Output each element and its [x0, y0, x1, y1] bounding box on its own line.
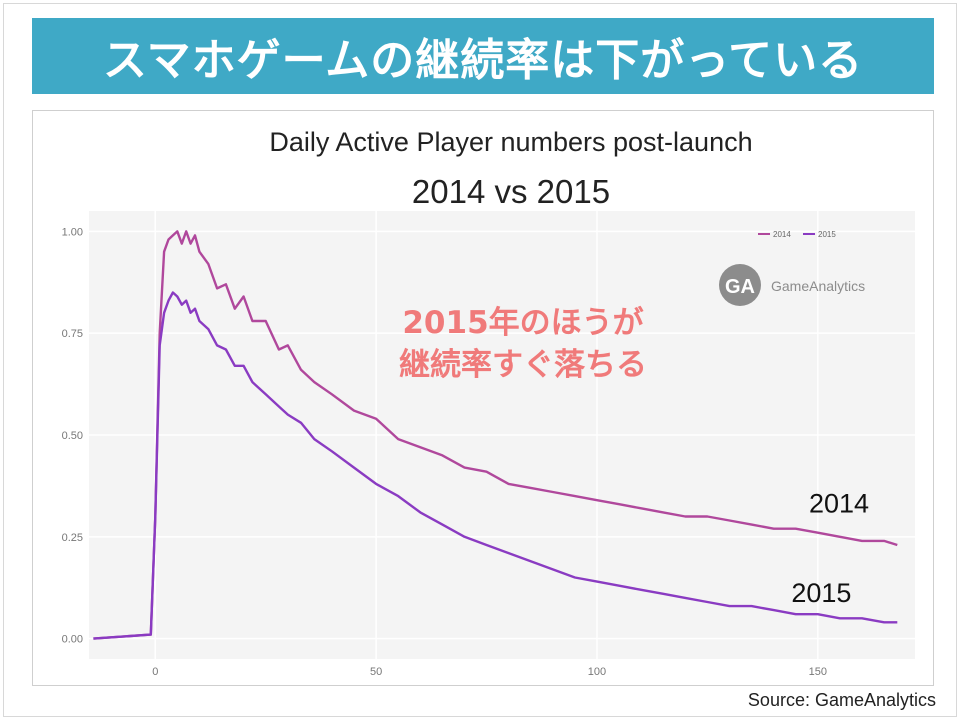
series-line-2015 — [93, 291, 898, 640]
slide-frame — [3, 3, 957, 717]
series-end-label-2015: 2015 — [791, 578, 851, 608]
y-tick-label: 0.50 — [62, 430, 83, 442]
logo-circle-icon — [719, 264, 761, 306]
legend-label-2014: 2014 — [773, 230, 791, 239]
x-tick-label: 100 — [588, 666, 606, 678]
y-tick-label: 0.00 — [62, 634, 83, 646]
y-tick-label: 0.25 — [62, 532, 83, 544]
logo-mark: GA — [725, 276, 755, 298]
series-lines — [93, 230, 898, 640]
chart-title: Daily Active Player numbers post-launch — [269, 127, 752, 157]
series-line-2014 — [93, 230, 898, 640]
legend-label-2015: 2015 — [818, 230, 836, 239]
title-banner: スマホゲームの継続率は下がっている — [32, 18, 934, 94]
x-tick-label: 150 — [809, 666, 827, 678]
chart-subtitle: 2014 vs 2015 — [412, 173, 610, 210]
slide-title: スマホゲームの継続率は下がっている — [102, 35, 864, 86]
y-tick-label: 1.00 — [62, 226, 83, 238]
source-credit: Source: GameAnalytics — [747, 690, 936, 710]
line-chart: 0.00 0.25 0.50 0.75 1.00 0 50 100 150 Daily Acti… — [62, 127, 915, 678]
annotation-line-2: 継続率すぐ落ちる — [399, 347, 647, 383]
legend: 2014 2015 — [758, 230, 836, 239]
annotation-line-1: 2015年のほうが — [402, 305, 643, 341]
x-tick-label: 0 — [152, 666, 158, 678]
logo-text: GameAnalytics — [771, 278, 865, 294]
series-end-label-2014: 2014 — [809, 488, 869, 518]
chart-container: 0.00 0.25 0.50 0.75 1.00 0 50 100 150 Daily Acti… — [32, 110, 934, 686]
axes: 0.00 0.25 0.50 0.75 1.00 0 50 100 150 — [62, 226, 827, 678]
y-tick-label: 0.75 — [62, 328, 83, 340]
grid — [89, 211, 915, 659]
gameanalytics-logo: GA GameAnalytics — [719, 264, 865, 306]
x-tick-label: 50 — [370, 666, 382, 678]
